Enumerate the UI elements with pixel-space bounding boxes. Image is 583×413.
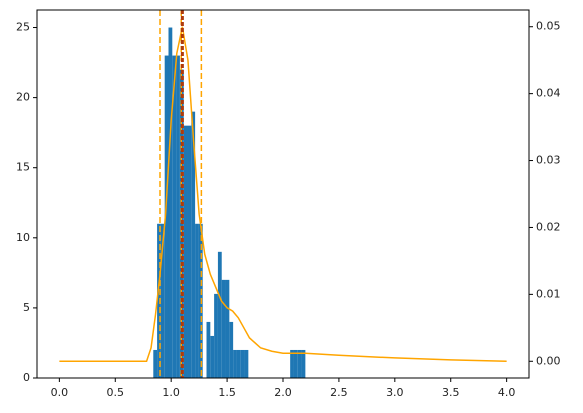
x-tick-label: 2.0	[274, 386, 292, 399]
bar	[290, 349, 294, 378]
bar	[297, 349, 302, 378]
x-tick-label: 0.5	[107, 386, 125, 399]
bar	[293, 349, 298, 378]
bar	[164, 55, 169, 379]
bar	[183, 125, 188, 379]
bar	[221, 279, 226, 378]
bar	[229, 321, 234, 378]
y2-tick-label: 0.01	[536, 287, 561, 300]
bar	[210, 335, 215, 378]
y-tick-label: 5	[23, 301, 30, 314]
y-tick-label: 20	[16, 91, 30, 104]
bar	[233, 349, 237, 378]
x-tick-label: 1.5	[218, 386, 236, 399]
bar	[176, 55, 180, 379]
bar	[301, 349, 306, 378]
y-tick-label: 10	[16, 231, 30, 244]
density-line	[59, 26, 507, 363]
bar	[236, 349, 241, 378]
bar	[153, 349, 158, 378]
x-tick-label: 3.0	[386, 386, 404, 399]
y-tick-label: 15	[16, 161, 30, 174]
bar	[160, 223, 165, 378]
bar	[214, 293, 218, 378]
bar	[191, 111, 196, 378]
bar	[225, 279, 230, 378]
bar	[206, 321, 211, 378]
bar	[240, 349, 245, 378]
x-tick-label: 4.0	[498, 386, 516, 399]
bar	[195, 223, 199, 378]
x-tick-label: 0.0	[51, 386, 69, 399]
y2-tick-label: 0.03	[536, 154, 561, 167]
x-tick-label: 3.5	[442, 386, 460, 399]
y-tick-label: 25	[16, 21, 30, 34]
bar	[244, 349, 249, 378]
axes-frame	[36, 9, 530, 379]
y-tick-label: 0	[23, 371, 30, 384]
x-tick-label: 2.5	[330, 386, 348, 399]
y2-tick-label: 0.05	[536, 20, 561, 33]
y2-tick-label: 0.04	[536, 87, 561, 100]
y2-tick-label: 0.00	[536, 354, 561, 367]
y2-tick-label: 0.02	[536, 220, 561, 233]
bar	[187, 125, 192, 379]
bar	[168, 27, 173, 379]
x-tick-label: 1.0	[162, 386, 180, 399]
bar	[157, 223, 161, 378]
bar	[217, 251, 222, 378]
bar	[172, 55, 177, 379]
